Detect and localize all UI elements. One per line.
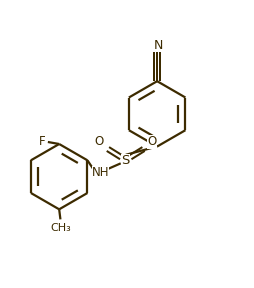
- Text: O: O: [148, 135, 157, 149]
- Text: N: N: [154, 39, 163, 52]
- Text: S: S: [122, 154, 130, 167]
- Text: O: O: [95, 135, 104, 149]
- Text: CH₃: CH₃: [50, 223, 71, 233]
- Text: F: F: [39, 135, 45, 148]
- Text: NH: NH: [92, 166, 109, 179]
